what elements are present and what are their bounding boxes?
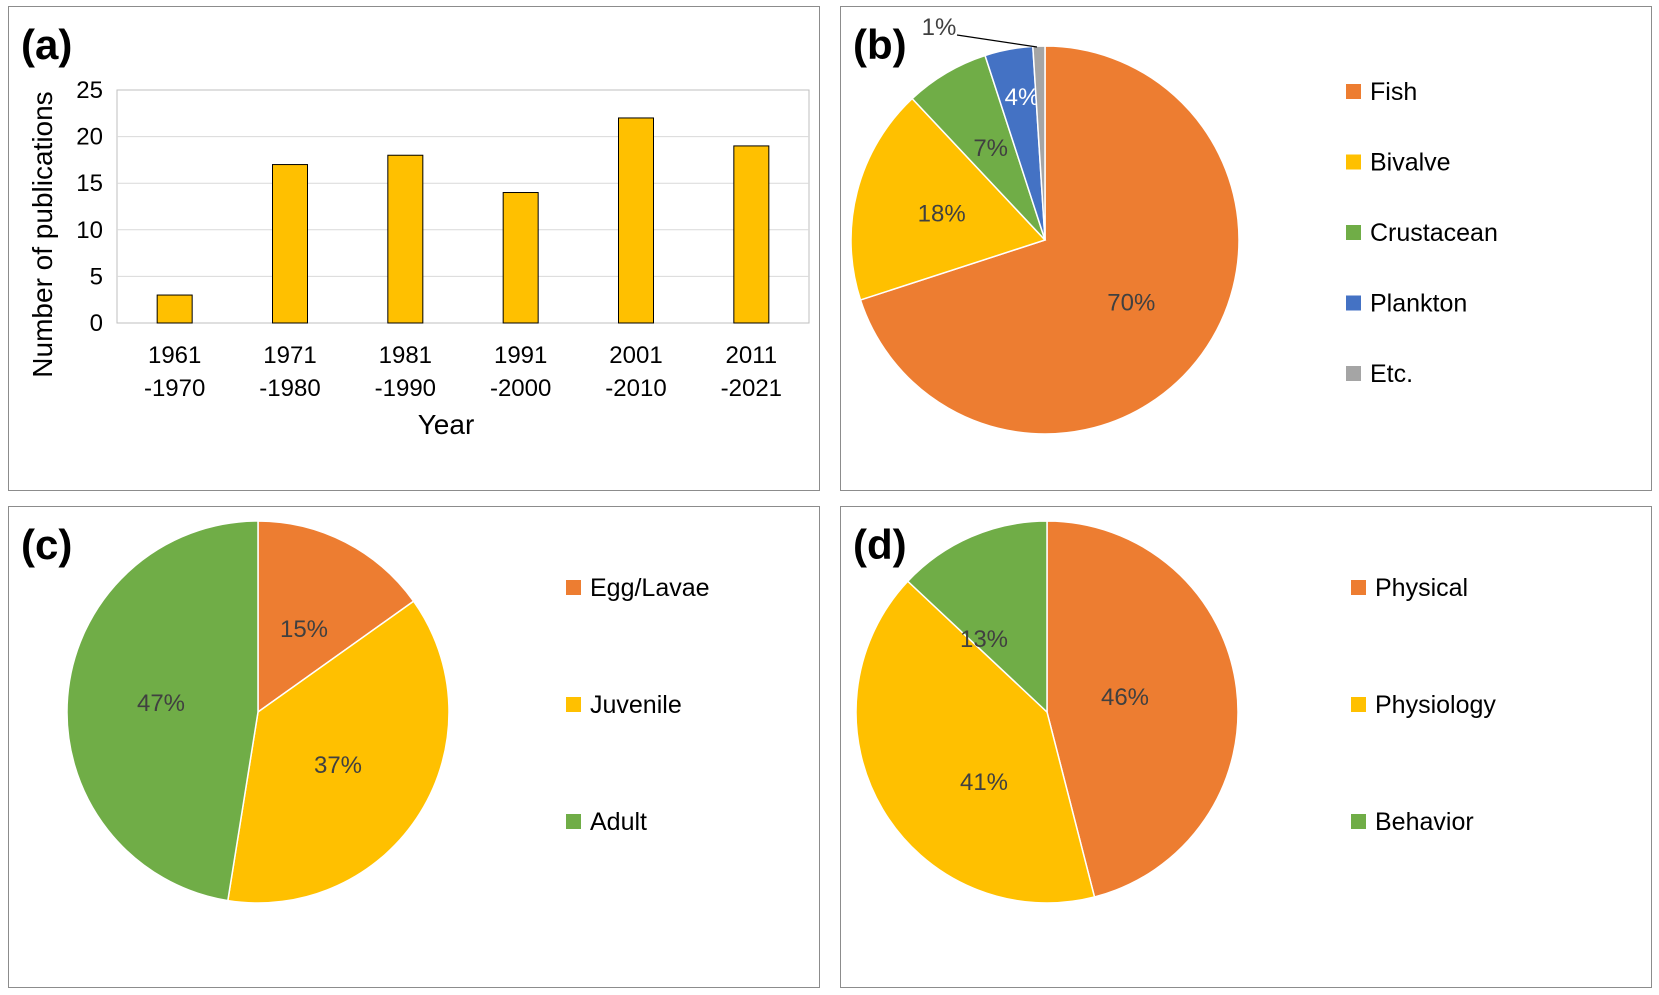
y-axis-title: Number of publications — [27, 91, 58, 377]
y-tick-label: 25 — [76, 77, 103, 104]
bar — [272, 164, 308, 324]
pie-chart: 70% 18% 7% 4% 1% Fish Bivalve Crustacean Plankto… — [850, 14, 1498, 435]
x-tick-label: 1981 — [379, 342, 432, 369]
x-tick-label: -1990 — [375, 375, 436, 402]
legend-swatch — [1346, 366, 1361, 381]
slice-label: 46% — [1101, 684, 1149, 711]
pie-chart: 15% 37% 47% Egg/Lavae Juvenile Adult — [66, 520, 710, 904]
legend-label: Physical — [1375, 574, 1468, 602]
legend-label: Juvenile — [590, 691, 682, 719]
legend-label: Behavior — [1375, 808, 1474, 836]
legend-label: Physiology — [1375, 691, 1496, 719]
pie-slice — [1046, 520, 1239, 898]
bar — [618, 117, 654, 324]
bar — [156, 294, 193, 324]
legend-label: Bivalve — [1370, 149, 1451, 177]
x-tick-label: 2011 — [726, 342, 778, 369]
x-tick-label: -2021 — [721, 375, 782, 402]
legend-label: Egg/Lavae — [590, 574, 710, 602]
x-tick-label: 2001 — [609, 342, 662, 369]
x-tick-label: -1980 — [259, 375, 320, 402]
legend-label: Etc. — [1370, 360, 1413, 388]
panel-d: (d) 46% 41% 13% Physical Physiology Behavior — [840, 506, 1652, 988]
legend-label: Fish — [1370, 78, 1417, 106]
slice-label: 18% — [918, 200, 966, 227]
pie-slice — [850, 97, 1047, 301]
slice-label: 37% — [314, 752, 362, 779]
slice-label: 15% — [280, 616, 328, 643]
x-tick-label: -2010 — [605, 375, 666, 402]
bar-chart: 0 5 10 15 20 25 1961 -1970 1971 -1980 1981 -1990 199… — [27, 77, 810, 440]
pie-chart: 46% 41% 13% Physical Physiology Behavior — [855, 520, 1496, 904]
legend-swatch — [1351, 580, 1366, 595]
legend-swatch — [1346, 154, 1361, 170]
legend-swatch — [1346, 295, 1361, 311]
panel-letter: (d) — [853, 521, 907, 568]
x-tick-label: -2000 — [490, 375, 551, 402]
legend-label: Adult — [590, 808, 647, 836]
x-tick-label: 1971 — [263, 342, 316, 369]
legend-swatch — [1346, 84, 1361, 99]
legend-swatch — [566, 580, 581, 595]
pie-slice — [226, 600, 450, 904]
x-axis-title: Year — [418, 409, 475, 440]
slice-label: 13% — [960, 626, 1008, 653]
panel-letter: (a) — [21, 21, 73, 68]
slice-label: 1% — [922, 14, 957, 41]
x-tick-label: 1961 — [148, 342, 201, 369]
legend-swatch — [566, 814, 581, 829]
panel-b: (b) 70% 18% 7% 4% 1% Fish Bivalve Crustacean Pla… — [840, 6, 1652, 491]
y-tick-label: 20 — [76, 124, 103, 151]
legend-label: Crustacean — [1370, 219, 1498, 247]
panel-letter: (c) — [21, 521, 73, 568]
pie-slice — [257, 520, 415, 714]
bar — [387, 154, 424, 324]
pie-slice — [66, 520, 259, 902]
y-tick-label: 0 — [90, 310, 103, 337]
legend-label: Plankton — [1370, 290, 1467, 318]
slice-label: 41% — [960, 769, 1008, 796]
pie-slice — [855, 580, 1096, 904]
pie-slice — [906, 520, 1048, 714]
panel-a: (a) 0 5 10 15 20 25 1961 -1970 1971 -1980 1981 -199… — [8, 6, 820, 491]
y-tick-label: 10 — [76, 217, 103, 244]
y-tick-label: 15 — [76, 170, 103, 197]
panel-letter: (b) — [853, 21, 907, 68]
leader-line — [956, 34, 1038, 48]
y-tick-label: 5 — [90, 263, 103, 290]
pie-slice — [859, 45, 1240, 435]
legend-swatch — [1351, 697, 1366, 712]
slice-label: 70% — [1107, 290, 1155, 317]
x-tick-label: 1991 — [494, 342, 547, 369]
legend-swatch — [1351, 814, 1366, 829]
plot-area — [116, 89, 810, 324]
slice-label: 4% — [1005, 84, 1040, 111]
x-tick-label: -1970 — [144, 375, 205, 402]
panel-c: (c) 15% 37% 47% Egg/Lavae Juvenile Adult — [8, 506, 820, 988]
slice-label: 47% — [137, 690, 185, 717]
bar — [733, 145, 770, 324]
legend-swatch — [1346, 225, 1361, 240]
legend-swatch — [566, 697, 581, 712]
slice-label: 7% — [973, 135, 1008, 162]
bar — [502, 192, 539, 324]
